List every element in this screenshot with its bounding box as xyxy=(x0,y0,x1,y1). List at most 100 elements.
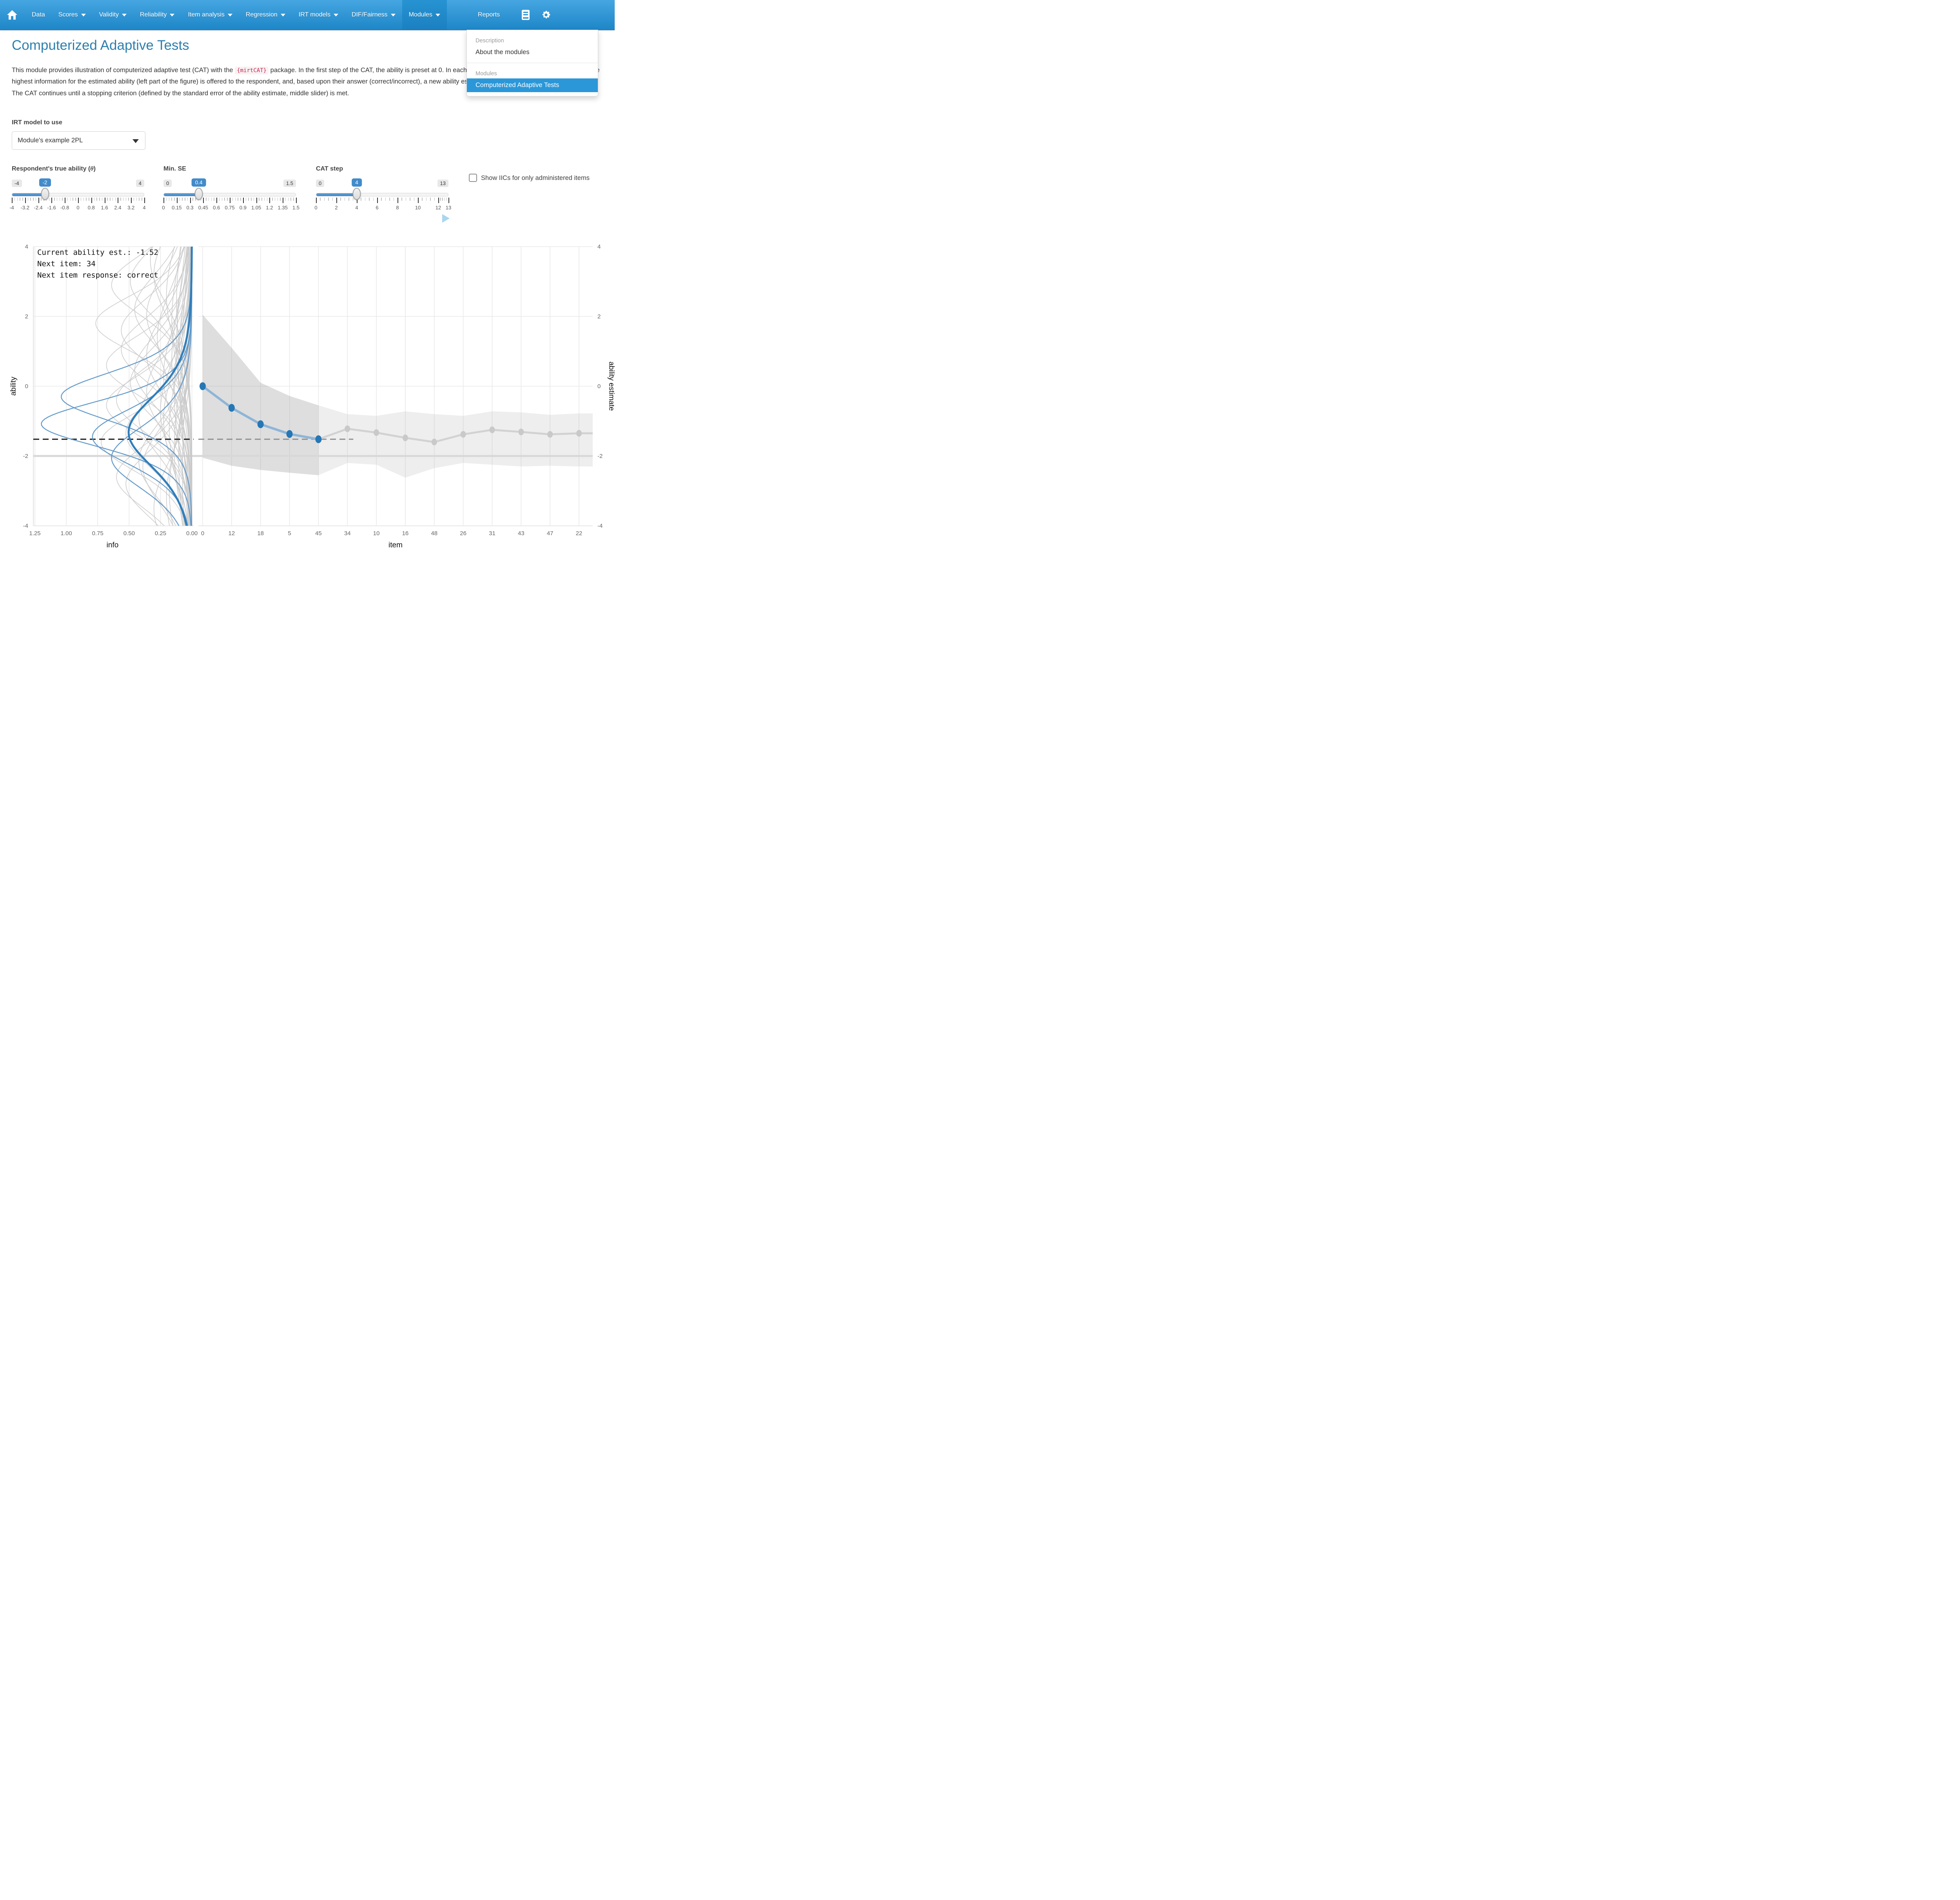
page-title: Computerized Adaptive Tests xyxy=(12,38,189,53)
plot-annotation-line: Next item: 34 xyxy=(37,260,96,268)
slider-minor-tick xyxy=(62,198,63,201)
slider-minor-tick xyxy=(251,198,252,201)
slider-tick-label: -4 xyxy=(9,205,14,211)
slider-minor-tick xyxy=(182,198,183,201)
slider-minor-tick xyxy=(54,198,55,201)
nav-item-label: Data xyxy=(32,11,45,18)
svg-text:0.25: 0.25 xyxy=(155,530,166,537)
slider-minor-tick xyxy=(94,198,95,201)
slider-minor-tick xyxy=(422,198,423,201)
slider-minor-tick xyxy=(245,198,247,201)
mirtcat-code-chip: {mirtCAT} xyxy=(235,67,269,74)
slider-minor-tick xyxy=(128,198,129,201)
slider-minor-tick xyxy=(352,198,354,201)
svg-text:16: 16 xyxy=(402,530,409,537)
slider-minor-tick xyxy=(272,198,273,201)
slider-tick-label: 0 xyxy=(76,205,80,211)
slider-true-ability-handle[interactable] xyxy=(41,188,49,200)
slider-cat-step-max-badge: 13 xyxy=(437,180,448,187)
slider-minor-tick xyxy=(290,198,291,201)
slider-minor-tick xyxy=(248,198,249,201)
slider-minor-tick xyxy=(41,198,42,201)
slider-tick-label: 6 xyxy=(376,205,379,211)
irt-model-selected-value: Module's example 2PL xyxy=(18,137,83,144)
slider-minor-tick xyxy=(110,198,111,201)
nav-item-data[interactable]: Data xyxy=(25,0,52,30)
slider-minor-tick xyxy=(107,198,108,201)
slider-min-se-track[interactable] xyxy=(163,193,296,196)
slider-minor-tick xyxy=(414,198,415,201)
slider-minor-tick xyxy=(219,198,220,201)
nav-item-modules[interactable]: Modules xyxy=(402,0,447,30)
slider-tick-label: 13 xyxy=(445,205,452,211)
slider-cat-step-track[interactable] xyxy=(316,193,448,196)
slider-minor-tick xyxy=(70,198,71,201)
slider-minor-tick xyxy=(206,198,207,201)
slider-tick xyxy=(296,198,297,203)
nav-item-label: Regression xyxy=(245,11,278,18)
dropdown-item-about-the-modules[interactable]: About the modules xyxy=(475,49,530,56)
slider-tick-label: 1.5 xyxy=(292,205,300,211)
nav-item-dif-fairness[interactable]: DIF/Fairness xyxy=(345,0,402,30)
nav-item-label: IRT models xyxy=(298,11,330,18)
svg-text:26: 26 xyxy=(460,530,466,537)
slider-minor-tick xyxy=(30,198,31,201)
slider-tick-label: 4 xyxy=(143,205,146,211)
show-iics-checkbox[interactable] xyxy=(469,174,477,182)
slider-minor-tick xyxy=(373,198,374,201)
slider-tick xyxy=(418,198,419,203)
plot-annotation-line: Current ability est.: -1.52 xyxy=(37,248,158,257)
slider-cat-step: CAT step 0 13 4 0 2 4 6 8 10 12 13 xyxy=(314,165,452,214)
slider-minor-tick xyxy=(166,198,167,201)
slider-minor-tick xyxy=(187,198,188,201)
slider-minor-tick xyxy=(365,198,366,201)
slider-cat-step-handle[interactable] xyxy=(352,188,361,200)
nav-item-reliability[interactable]: Reliability xyxy=(133,0,181,30)
slider-minor-tick xyxy=(67,198,68,201)
cat-plot: 4 2 0 -2 -4 4 2 0 -2 -4 1.25 1.00 0.75 0.50 0.25 0.00 0 1… xyxy=(0,235,615,565)
slider-minor-tick xyxy=(174,198,175,201)
slider-true-ability-filled-track xyxy=(12,193,45,196)
nav-item-validity[interactable]: Validity xyxy=(93,0,133,30)
nav-item-label: Modules xyxy=(408,11,433,18)
nav-item-regression[interactable]: Regression xyxy=(239,0,292,30)
slider-tick xyxy=(397,198,398,203)
slider-tick-label: -0.8 xyxy=(60,205,69,211)
cat-step-play-button[interactable] xyxy=(442,214,450,223)
slider-minor-tick xyxy=(259,198,260,201)
slider-minor-tick xyxy=(385,198,386,201)
slider-tick xyxy=(438,198,439,203)
slider-min-se: Min. SE 0 1.5 0.4 0 0.15 0.3 0.45 0.6 0.75 0.9 1.05… xyxy=(162,165,300,214)
nav-item-irt-models[interactable]: IRT models xyxy=(292,0,345,30)
dropdown-item-computerized-adaptive-tests[interactable]: Computerized Adaptive Tests xyxy=(467,78,598,92)
nav-item-reports[interactable]: Reports xyxy=(471,0,506,30)
slider-min-se-handle[interactable] xyxy=(194,188,203,200)
slider-minor-tick xyxy=(340,198,341,201)
svg-text:22: 22 xyxy=(576,530,583,537)
nav-item-item-analysis[interactable]: Item analysis xyxy=(181,0,239,30)
svg-text:34: 34 xyxy=(344,530,351,537)
nav-item-label: Reliability xyxy=(140,11,167,18)
gear-icon[interactable] xyxy=(535,10,557,20)
slider-minor-tick xyxy=(120,198,121,201)
irt-model-select[interactable]: Module's example 2PL xyxy=(12,131,145,150)
svg-text:0.00: 0.00 xyxy=(186,530,198,537)
slider-tick-label: 10 xyxy=(415,205,421,211)
slider-minor-tick xyxy=(227,198,228,201)
slider-tick-label: 1.2 xyxy=(266,205,273,211)
slider-minor-tick xyxy=(221,198,223,201)
slider-tick-label: 0.45 xyxy=(198,205,209,211)
slider-minor-tick xyxy=(235,198,236,201)
slider-minor-tick xyxy=(232,198,233,201)
manual-icon[interactable] xyxy=(516,9,535,20)
slider-true-ability-value-badge: -2 xyxy=(39,178,51,187)
slider-minor-tick xyxy=(224,198,225,201)
nav-item-scores[interactable]: Scores xyxy=(52,0,93,30)
slider-true-ability-track[interactable] xyxy=(12,193,144,196)
home-tab[interactable] xyxy=(0,0,25,30)
svg-text:ability: ability xyxy=(9,376,18,396)
svg-text:12: 12 xyxy=(229,530,235,537)
slider-true-ability-label: Respondent's true ability (θ) xyxy=(12,165,96,172)
slider-minor-tick xyxy=(381,198,382,201)
